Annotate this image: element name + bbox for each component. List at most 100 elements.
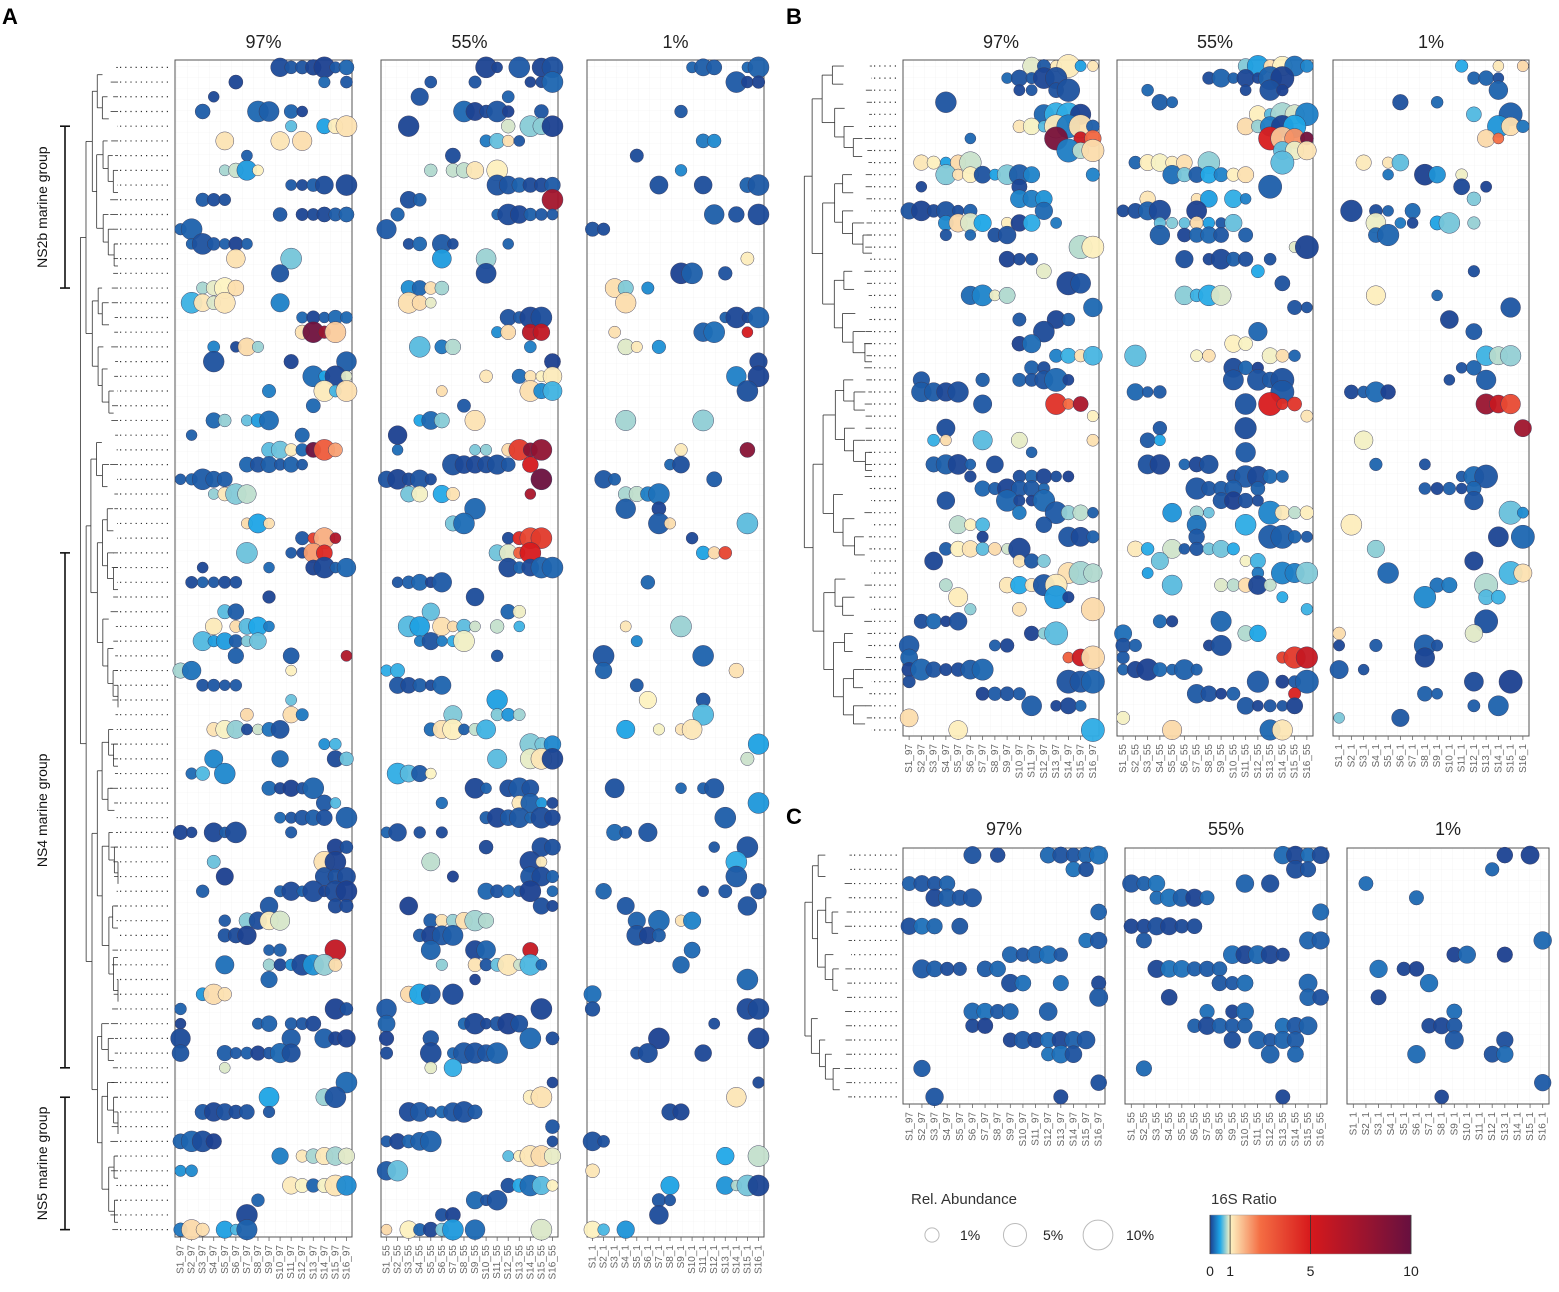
x-tick-label: S14_1 — [731, 1245, 742, 1274]
bubble-point — [1086, 433, 1100, 447]
bubble-point — [424, 163, 438, 177]
bubble-point — [1014, 974, 1032, 992]
x-tick-label: S6_97 — [965, 744, 976, 773]
x-tick-label: S12_97 — [297, 1245, 308, 1280]
bubble-point — [971, 658, 994, 681]
x-tick-label: S2_55 — [1130, 744, 1141, 773]
bubble-point — [652, 723, 665, 736]
bubble-point — [718, 546, 733, 560]
x-tick-label: S8_55 — [1204, 744, 1215, 773]
bubble-point — [1178, 543, 1191, 555]
bubble-point — [975, 517, 990, 532]
bubble-point — [1234, 417, 1257, 440]
group-label: NS4 marine group — [34, 753, 50, 867]
facet-97: 97% S1_97 S2_97 S3_97 S4_97 S5_97 S6_97 S7_97 S8… — [900, 819, 1109, 1146]
bubble-point — [1300, 530, 1313, 543]
bubble-point — [747, 998, 770, 1020]
bubble-point — [1202, 349, 1216, 363]
bubble-point — [217, 987, 232, 1002]
bubble-point — [630, 340, 643, 353]
bubble-point — [964, 603, 977, 616]
bubble-point — [1128, 638, 1142, 653]
bubble-point — [524, 488, 537, 500]
bubble-point — [296, 311, 309, 324]
bubble-point — [535, 959, 548, 971]
x-tick-label: S2_97 — [917, 1112, 928, 1141]
bubble-point — [545, 870, 559, 884]
bubble-point — [1035, 516, 1053, 533]
bubble-point — [1186, 918, 1203, 935]
bubble-point — [927, 433, 940, 447]
x-tick-label: S13_97 — [308, 1245, 319, 1280]
bubble-point — [458, 723, 470, 736]
bubble-point — [692, 703, 714, 726]
bubble-point — [263, 620, 275, 633]
bubble-point — [741, 326, 754, 338]
bubble-point — [272, 207, 288, 222]
bubble-point — [986, 455, 1004, 474]
bubble-point — [296, 179, 309, 191]
bubble-point — [196, 561, 209, 574]
legend: Rel. Abundance 1% 5% 10% 16S Ratio 0 1 5 10 — [911, 1191, 1419, 1279]
bubble-point — [1239, 193, 1252, 205]
x-tick-label: S1_97 — [176, 1245, 187, 1274]
bubble-point — [939, 663, 953, 677]
bubble-point — [1365, 285, 1386, 306]
bubble-point — [736, 836, 759, 858]
bubble-point — [1474, 464, 1498, 489]
bubbles — [1358, 845, 1552, 1105]
x-tick-label: S10_1 — [687, 1245, 698, 1274]
bubble-point — [1431, 289, 1443, 302]
x-tick-label: S3_97 — [929, 744, 940, 773]
bubble-point — [206, 854, 221, 869]
group-label: NS2b marine group — [34, 146, 50, 268]
bubble-point — [296, 458, 308, 471]
x-tick-label: S15_55 — [1290, 744, 1301, 779]
bubble-point — [535, 856, 548, 868]
bubble-point — [726, 366, 747, 387]
bubble-point — [752, 1076, 765, 1089]
bubble-point — [1199, 890, 1215, 906]
x-tick-label: S15_97 — [1076, 744, 1087, 779]
panels-layer: NS2b marine group NS4 marine group NS5 mar… — [34, 32, 1552, 1279]
bubble-point — [532, 323, 551, 341]
bubble-point — [1034, 201, 1053, 220]
bubble-point — [546, 885, 559, 898]
x-tick-label: S7_97 — [242, 1245, 253, 1274]
bubble-point — [237, 484, 257, 504]
bubble-point — [1276, 591, 1289, 604]
bubble-point — [1517, 506, 1529, 519]
bubble-point — [1050, 470, 1062, 483]
x-tick-label: S8_55 — [1215, 1112, 1226, 1141]
x-tick-label: S15_1 — [1525, 1112, 1536, 1141]
bubble-point — [1455, 59, 1469, 73]
bubble-point — [225, 821, 247, 844]
bubble-point — [340, 311, 353, 324]
bubble-point — [285, 547, 297, 559]
bubble-point — [1251, 494, 1264, 507]
bubble-point — [324, 1086, 347, 1108]
bubble-point — [380, 1046, 394, 1060]
bubble-point — [1288, 349, 1301, 362]
bubble-point — [1492, 60, 1505, 72]
facet-frame — [902, 847, 1106, 1105]
bubble-point — [432, 675, 452, 695]
bubble-point — [989, 847, 1006, 863]
bubble-point — [948, 587, 968, 608]
bubble-point — [214, 762, 236, 785]
bubble-point — [1035, 468, 1052, 485]
bubble-point — [1300, 59, 1314, 73]
bubble-point — [510, 1014, 529, 1033]
bubble-point — [1261, 874, 1280, 893]
bubble-point — [718, 884, 733, 899]
bubble-point — [195, 1222, 210, 1237]
bubble-point — [1135, 1060, 1152, 1077]
x-tick-label: S11_97 — [1027, 744, 1038, 778]
facet-frame — [1116, 59, 1314, 737]
x-tick-label: S13_97 — [1051, 744, 1062, 779]
bubble-point — [541, 71, 564, 93]
bubble-point — [215, 131, 235, 151]
bubble-point — [1478, 70, 1494, 86]
bubble-point — [1189, 541, 1204, 556]
bubble-point — [1076, 1030, 1096, 1050]
